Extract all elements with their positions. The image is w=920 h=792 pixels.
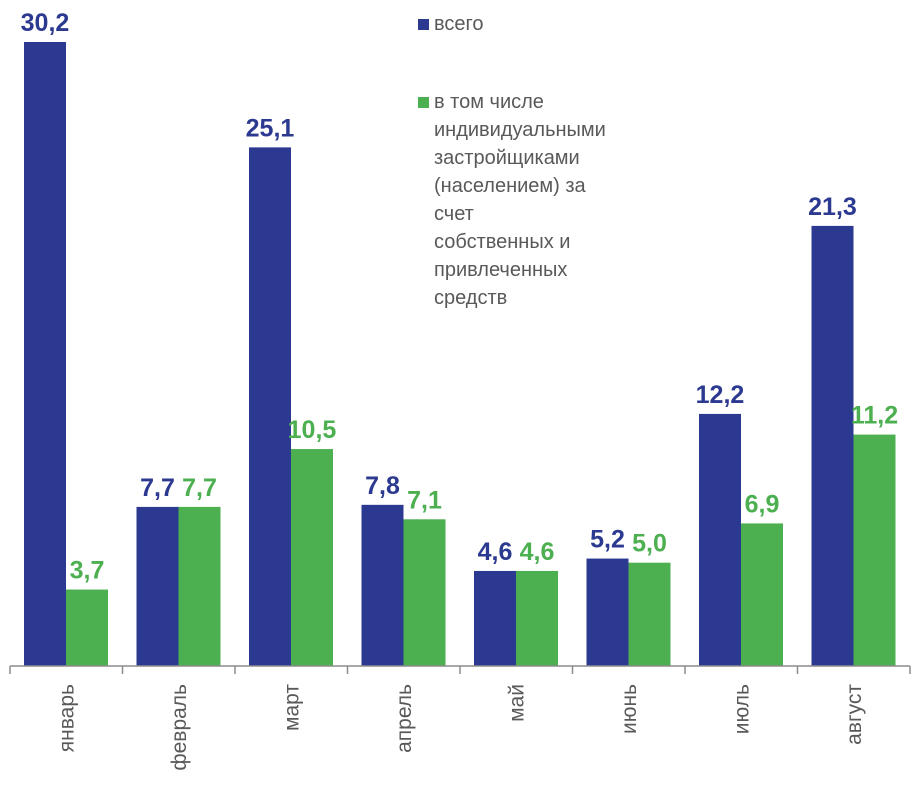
x-tick-label-7: июль [730,684,753,734]
bar-series-2-5 [516,570,558,666]
bar-series-2-3 [291,449,333,666]
bar-series-2-8 [853,434,896,666]
data-label-series-2-4: 7,1 [407,486,442,514]
bar-series-2-4 [403,519,446,666]
x-tick-label-2: февраль [168,684,191,771]
data-label-series-1-6: 5,2 [590,526,625,554]
data-label-series-2-8: 11,2 [851,402,898,430]
data-label-series-2-5: 4,6 [520,538,555,566]
legend-swatch-series-2 [418,97,429,108]
bar-series-1-2 [136,506,179,666]
category-labels: январь февраль март апрель май июнь июль август [55,684,866,771]
legend-swatch-series-1 [418,19,429,30]
data-label-series-2-2: 7,7 [182,474,217,502]
bar-series-2-6 [628,562,671,666]
data-label-series-2-6: 5,0 [632,530,667,558]
bars-group [24,42,896,666]
x-tick-label-4: апрель [393,684,416,753]
data-label-series-2-3: 10,5 [288,416,337,444]
data-label-series-2-1: 3,7 [70,557,105,585]
data-label-series-1-2: 7,7 [140,474,175,502]
x-tick-label-5: май [505,684,528,722]
x-axis [9,665,911,674]
data-label-series-1-3: 25,1 [246,114,295,142]
bar-series-1-6 [586,558,629,666]
data-label-series-1-4: 7,8 [365,472,400,500]
value-labels: 30,2 3,7 7,7 7,7 25,1 10,5 7,87,1 4,6 4,6 5,2 5,0 1… [21,9,898,585]
bar-series-1-7 [699,413,741,666]
x-tick-label-8: август [843,684,866,745]
bar-series-2-2 [178,506,221,666]
bar-series-1-3 [249,147,291,666]
x-tick-label-1: январь [55,684,78,752]
bar-series-2-1 [66,589,108,666]
bar-series-1-4 [361,504,404,666]
bar-series-2-7 [741,523,783,666]
data-label-series-1-5: 4,6 [478,538,513,566]
bar-series-1-5 [474,570,516,666]
data-label-series-1-7: 12,2 [696,381,745,409]
x-tick-label-3: март [280,684,303,731]
x-tick-label-6: июнь [618,684,641,734]
legend-label-series-2: в том числе индивидуальными застройщикам… [434,91,606,309]
bar-series-1-1 [24,42,66,666]
data-label-series-1-1: 30,2 [21,9,70,37]
data-label-series-2-7: 6,9 [745,490,780,518]
data-label-series-1-8: 21,3 [808,193,857,221]
legend-label-series-1: всего [434,13,484,35]
bar-series-1-8 [811,225,854,666]
